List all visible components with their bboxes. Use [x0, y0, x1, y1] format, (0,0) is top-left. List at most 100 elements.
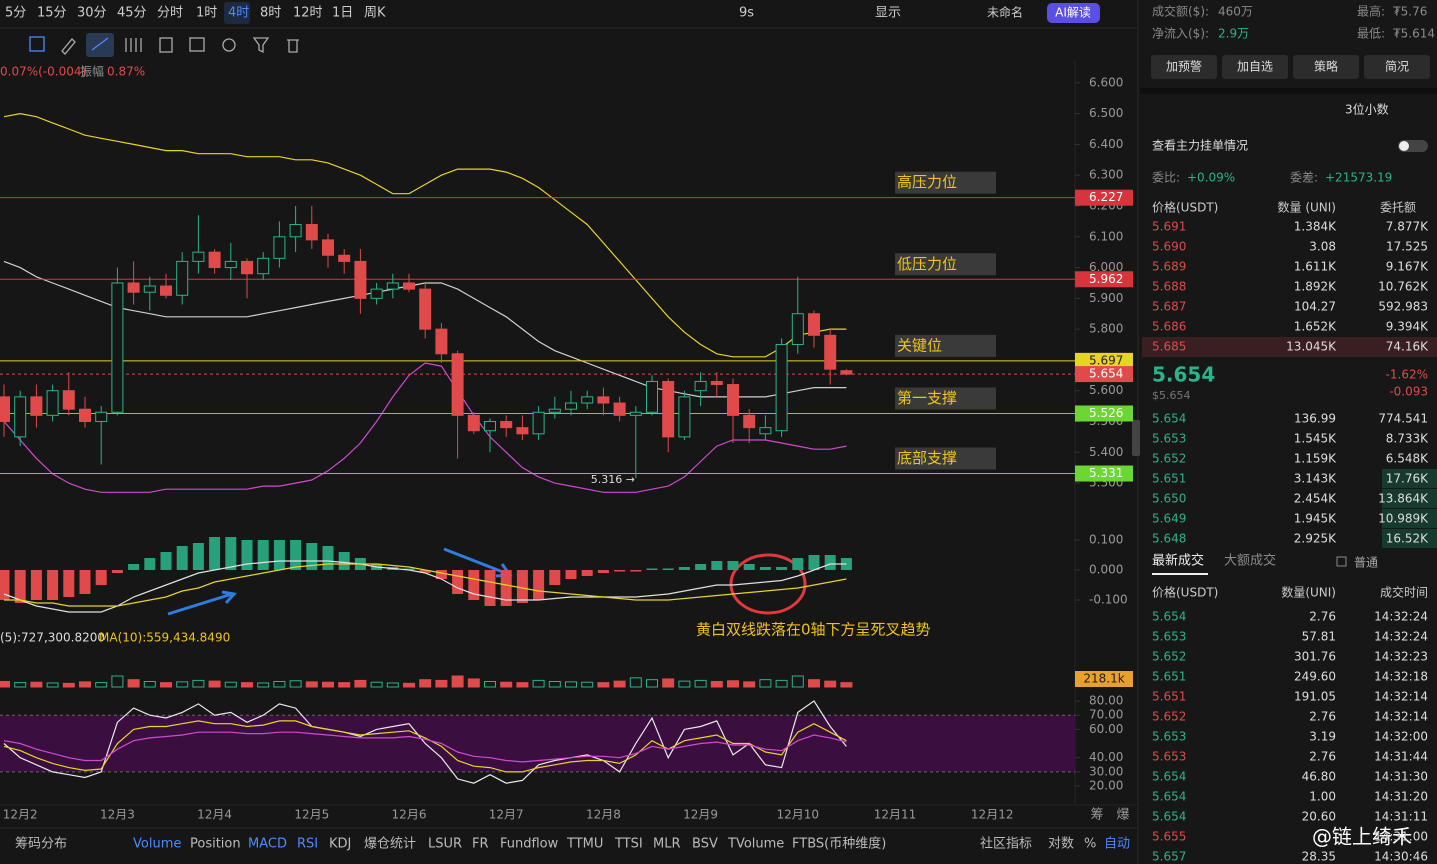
panel-button[interactable]: 简况: [1385, 60, 1409, 74]
trade-qty: 2.76: [1309, 610, 1336, 624]
ai-button-bg[interactable]: [1047, 3, 1100, 23]
volume-bar: [565, 681, 577, 688]
interval-button[interactable]: 分时: [157, 6, 183, 21]
indicator-tab[interactable]: MLR: [653, 837, 681, 852]
interval-button[interactable]: 1日: [332, 6, 353, 21]
trade-time: 14:31:00: [1374, 830, 1428, 844]
price-tick-label: 5.600: [1089, 383, 1123, 397]
volume-bar: [791, 675, 804, 688]
checkbox[interactable]: [1336, 556, 1347, 567]
interval-button[interactable]: 4时: [228, 6, 249, 21]
interval-button[interactable]: 45分: [117, 6, 147, 21]
indicator-tab[interactable]: FR: [472, 837, 489, 852]
axis-button[interactable]: 爆: [1116, 808, 1129, 823]
book-price: 5.652: [1152, 452, 1186, 466]
volume-bar: [241, 682, 253, 688]
indicator-tab[interactable]: BSV: [692, 837, 718, 852]
display-button[interactable]: 显示: [875, 6, 901, 21]
date-label: 12月11: [874, 808, 917, 822]
indicator-tab[interactable]: TVolume: [727, 837, 784, 852]
level-name: 高压力位: [897, 173, 957, 191]
main-orders-link[interactable]: 查看主力挂单情况: [1152, 139, 1248, 153]
trade-price: 5.654: [1152, 790, 1186, 804]
book-qty: 3.143K: [1294, 472, 1337, 486]
tab[interactable]: 大额成交: [1224, 553, 1276, 569]
interval-button[interactable]: 1时: [196, 6, 217, 21]
tool-icon[interactable]: [252, 37, 270, 54]
volume-bar: [354, 679, 367, 688]
panel-button-bg[interactable]: [1364, 55, 1430, 79]
tab[interactable]: 最新成交: [1152, 553, 1204, 569]
refresh-button[interactable]: 9s: [739, 6, 754, 21]
indicator-tab[interactable]: LSUR: [428, 837, 462, 852]
tool-icon[interactable]: [61, 38, 76, 55]
layout-button[interactable]: 未命名: [987, 5, 1023, 20]
indicator-tab[interactable]: FTBS(币种维度): [792, 836, 886, 852]
book-amount: 17.525: [1386, 240, 1428, 254]
option-button[interactable]: %: [1084, 837, 1096, 852]
interval-active-bg[interactable]: [224, 2, 250, 24]
trade-qty: 46.80: [1302, 770, 1336, 784]
tool-icon[interactable]: [159, 37, 173, 53]
interval-button[interactable]: 周K: [364, 6, 386, 21]
indicator-tab[interactable]: Position: [190, 837, 241, 852]
macd-bar: [192, 543, 204, 570]
indicator-tab[interactable]: KDJ: [329, 837, 351, 852]
indicator-tab[interactable]: Fundflow: [500, 837, 559, 852]
trade-time: 14:32:14: [1374, 710, 1428, 724]
macd-bar: [338, 552, 350, 570]
tool-icon[interactable]: [189, 37, 205, 52]
decimals-select[interactable]: 3位小数: [1345, 102, 1389, 117]
panel-button[interactable]: 策略: [1314, 59, 1338, 74]
indicator-tab[interactable]: TTSI: [614, 837, 643, 852]
axis-button[interactable]: 筹: [1090, 807, 1103, 823]
panel-button-bg[interactable]: [1293, 55, 1359, 79]
label: 2.9万: [1218, 27, 1249, 41]
indicator-tab[interactable]: MACD: [248, 837, 287, 852]
indicator-tab[interactable]: TTMU: [566, 837, 603, 852]
panel-button[interactable]: 加自选: [1237, 60, 1273, 74]
interval-button[interactable]: 8时: [260, 6, 281, 21]
indicator-tab[interactable]: 筹码分布: [15, 836, 67, 852]
interval-button[interactable]: 30分: [77, 6, 107, 21]
macd-bar: [128, 564, 140, 570]
panel-button-bg[interactable]: [1151, 55, 1217, 79]
indicator-tab[interactable]: RSI: [297, 837, 318, 852]
volume-bar: [840, 682, 853, 688]
collapse-handle[interactable]: [1132, 420, 1140, 456]
date-label: 12月2: [3, 808, 38, 822]
tool-active-bg[interactable]: [86, 33, 114, 57]
indicator-tab[interactable]: Volume: [133, 837, 181, 852]
trade-price: 5.654: [1152, 770, 1186, 784]
panel-button[interactable]: 加预警: [1166, 59, 1202, 74]
interval-button[interactable]: 12时: [293, 6, 323, 21]
tool-icon[interactable]: [222, 38, 236, 52]
tool-icon[interactable]: [125, 38, 142, 52]
macd-bar: [225, 537, 237, 570]
volume-bar: [403, 682, 415, 688]
macd-bar: [581, 570, 593, 576]
annotation: 黄白双线跌落在0轴下方呈死叉趋势: [696, 621, 931, 639]
label: 振幅: [80, 64, 104, 79]
rsi-tick-label: 60.00: [1089, 722, 1123, 736]
ai-button[interactable]: AI解读: [1055, 6, 1091, 20]
panel-button-bg[interactable]: [1222, 55, 1288, 79]
option-button[interactable]: 社区指标: [980, 836, 1032, 852]
book-amount: 9.394K: [1386, 320, 1429, 334]
macd-bar: [516, 570, 528, 603]
interval-button[interactable]: 15分: [37, 6, 67, 21]
tool-icon[interactable]: [29, 36, 45, 52]
book-qty: 2.454K: [1294, 492, 1337, 506]
volume-bar: [710, 681, 723, 688]
interval-button[interactable]: 5分: [5, 6, 26, 21]
trade-time: 14:32:00: [1374, 730, 1428, 744]
tool-icon[interactable]: [91, 37, 109, 51]
option-button[interactable]: 自动: [1104, 837, 1130, 852]
indicator-tab[interactable]: 爆仓统计: [364, 837, 416, 852]
toggle-knob[interactable]: [1399, 141, 1409, 151]
rsi-tick-label: 20.00: [1089, 779, 1123, 793]
option-button[interactable]: 对数: [1048, 837, 1074, 852]
tool-icon[interactable]: [287, 39, 299, 53]
volume-bar: [532, 679, 545, 688]
candle-body: [46, 390, 59, 416]
